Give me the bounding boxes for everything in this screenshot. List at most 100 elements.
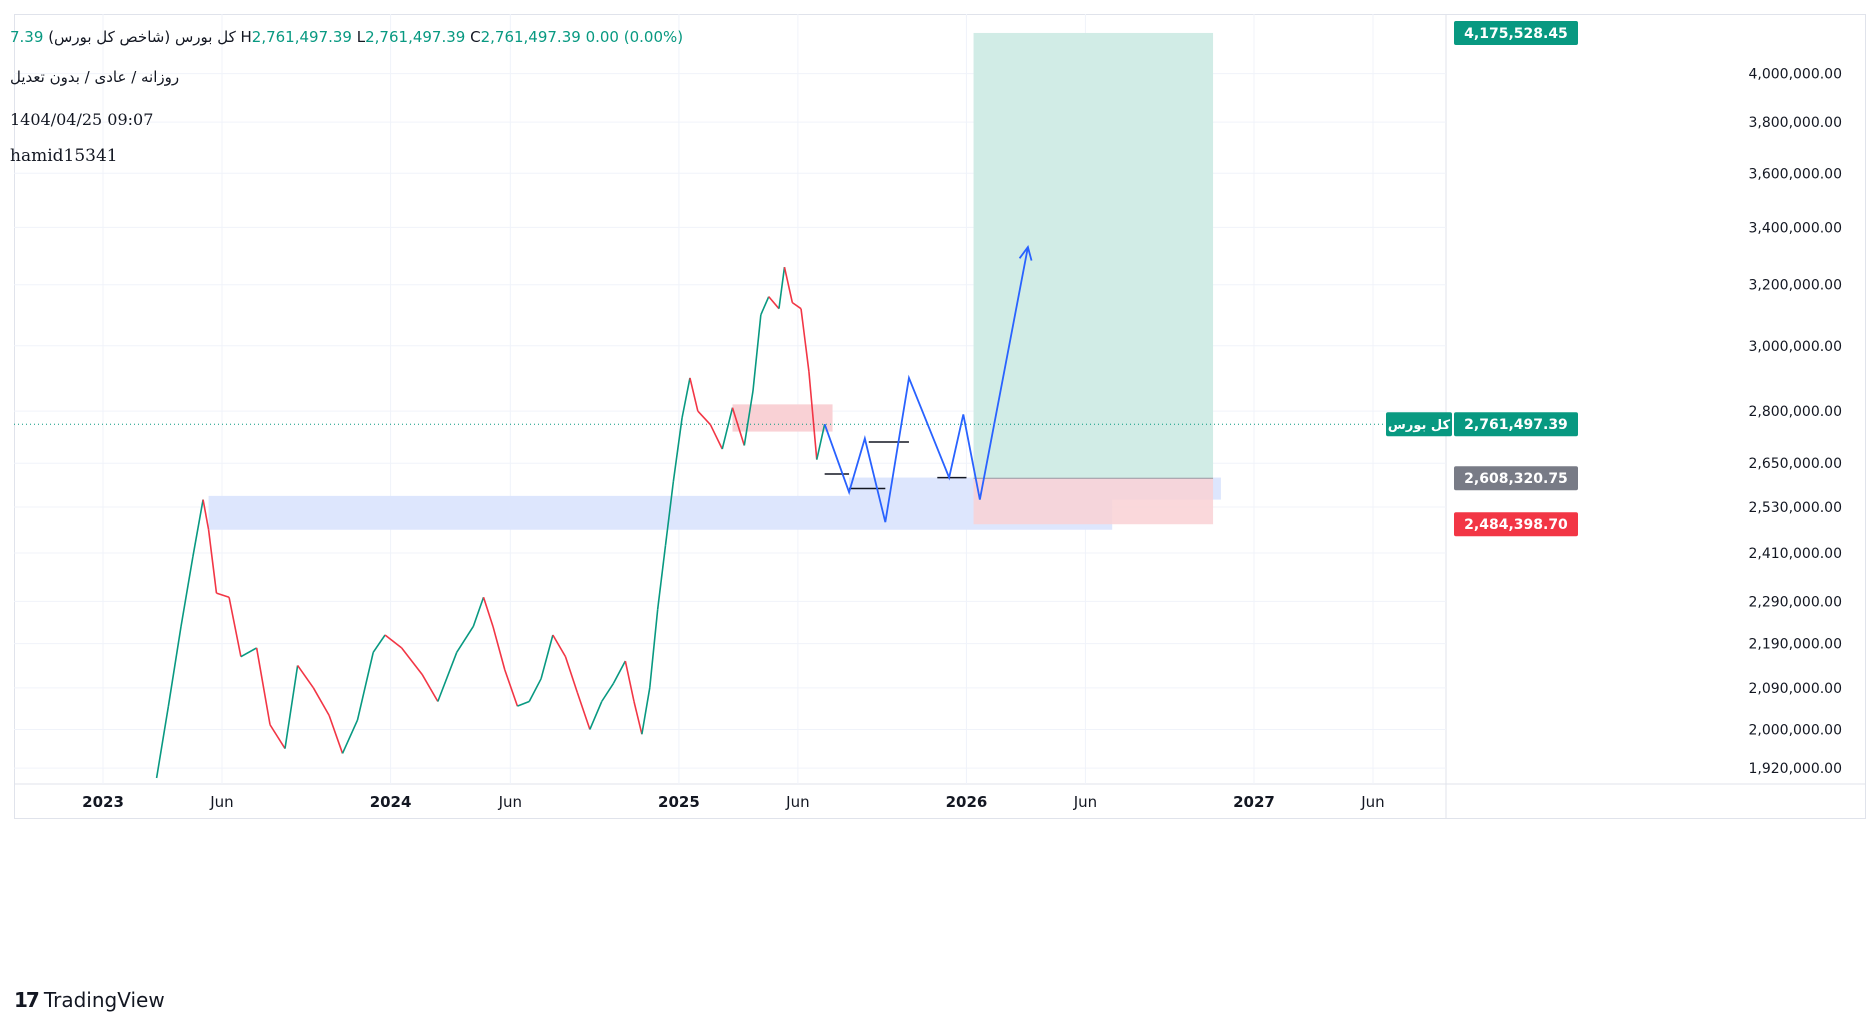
entry-price-badge-bg <box>1454 466 1578 491</box>
price-segment <box>760 296 770 316</box>
price-segment <box>437 651 458 702</box>
chart-area[interactable]: 4,000,000.00 3,800,000.00 3,600,000.00 3,40… <box>14 14 1866 982</box>
price-segment <box>589 701 603 730</box>
price-segment <box>540 634 554 680</box>
price-segment <box>641 687 651 735</box>
price-segment <box>372 634 386 653</box>
price-segment <box>240 647 258 658</box>
price-segment <box>296 664 315 689</box>
price-segment <box>202 499 210 530</box>
symbol-title[interactable]: کل بورس (شاخص کل بورس) <box>48 28 236 46</box>
change-value: 0.00 (0.00%) <box>585 28 684 46</box>
price-segment <box>269 724 286 750</box>
stop-price-badge-bg <box>1454 512 1578 537</box>
snapshot-datetime: 1404/04/25 09:07 <box>10 110 154 129</box>
price-segment <box>552 634 567 658</box>
x-tick-label: 2024 <box>370 793 412 811</box>
close-value: 2,761,497.39 <box>480 28 581 46</box>
price-segment <box>624 660 635 702</box>
price-segment <box>504 669 519 707</box>
price-segment <box>341 719 359 754</box>
price-segment <box>576 692 591 730</box>
price-segment <box>808 371 818 460</box>
price-segment <box>180 556 194 627</box>
current-symbol-tag-bg <box>1386 412 1452 437</box>
target-price-badge: 4,175,528.45 <box>1464 26 1568 42</box>
price-segment <box>601 682 615 702</box>
price-segment <box>228 597 242 657</box>
price-segment <box>656 545 667 610</box>
x-tick-label: Jun <box>1360 793 1384 811</box>
symbol-legend: کل بورس (شاخص کل بورس) 7.39 H2,761,497.3… <box>10 28 683 46</box>
price-segment <box>255 647 271 725</box>
brand-name: TradingView <box>43 988 165 1012</box>
y-tick-label: 3,600,000.00 <box>1748 166 1842 182</box>
price-segment <box>709 424 723 450</box>
price-segment <box>768 296 780 310</box>
price-segment <box>482 596 494 627</box>
x-tick-label: Jun <box>209 793 233 811</box>
x-tick-label: Jun <box>498 793 522 811</box>
price-segment <box>672 417 683 482</box>
price-segment <box>791 301 802 310</box>
price-segment <box>783 266 794 303</box>
price-segment <box>697 410 712 426</box>
low-value: 2,761,497.39 <box>365 28 466 46</box>
high-label: H <box>240 28 252 46</box>
close-label: C <box>470 28 481 46</box>
y-tick-label: 4,000,000.00 <box>1748 67 1842 83</box>
y-tick-label: 2,090,000.00 <box>1748 681 1842 697</box>
price-segment <box>800 308 810 372</box>
low-label: L <box>356 28 366 46</box>
price-segment <box>312 687 330 716</box>
price-chart[interactable]: 4,000,000.00 3,800,000.00 3,600,000.00 3,40… <box>14 14 1866 982</box>
price-segment <box>492 626 506 671</box>
y-tick-label: 2,000,000.00 <box>1748 722 1842 738</box>
x-tick-label: Jun <box>1073 793 1097 811</box>
current-symbol-tag: کل بورس <box>1388 418 1451 433</box>
y-tick-label: 2,800,000.00 <box>1748 404 1842 420</box>
y-tick-label: 2,290,000.00 <box>1748 594 1842 610</box>
price-segment <box>648 609 659 688</box>
x-tick-label: 2023 <box>82 793 124 811</box>
x-tick-label: 2025 <box>658 793 700 811</box>
price-segment <box>664 481 675 546</box>
price-segment <box>517 700 530 707</box>
entry-price-badge: 2,608,320.75 <box>1464 471 1568 487</box>
price-segment <box>752 314 762 392</box>
target-price-badge-bg <box>1454 20 1578 45</box>
tradingview-logo-icon: 17 <box>14 988 40 1012</box>
price-segment <box>284 665 299 749</box>
price-segment <box>207 529 218 594</box>
projection-path <box>823 246 1029 523</box>
price-segment <box>564 656 579 693</box>
price-segment <box>612 660 627 684</box>
position-stop-zone <box>973 478 1214 525</box>
demand-zone <box>208 495 1113 530</box>
price-segment <box>356 652 375 721</box>
price-segment <box>778 267 786 309</box>
y-tick-label: 3,000,000.00 <box>1748 339 1842 355</box>
price-segment <box>384 634 403 649</box>
price-segment <box>328 715 344 754</box>
open-value-fragment: 7.39 <box>10 28 44 46</box>
price-segment <box>721 407 734 450</box>
price-segment <box>456 626 474 653</box>
tradingview-brand[interactable]: 17 TradingView <box>14 988 165 1012</box>
price-segment <box>681 377 691 419</box>
y-tick-label: 2,190,000.00 <box>1748 637 1842 653</box>
price-segment <box>192 499 204 558</box>
price-segment <box>400 647 423 675</box>
price-segment <box>689 377 699 412</box>
price-segment <box>155 705 170 779</box>
x-tick-label: Jun <box>785 793 809 811</box>
current-price-badge-bg <box>1454 412 1578 437</box>
high-value: 2,761,497.39 <box>251 28 352 46</box>
y-tick-label: 2,650,000.00 <box>1748 456 1842 472</box>
y-tick-label: 3,400,000.00 <box>1748 220 1842 236</box>
price-segment <box>743 390 754 446</box>
author-name: hamid15341 <box>10 146 118 166</box>
stop-price-badge: 2,484,398.70 <box>1464 517 1568 533</box>
price-segment <box>731 407 746 446</box>
y-tick-label: 3,800,000.00 <box>1748 115 1842 131</box>
